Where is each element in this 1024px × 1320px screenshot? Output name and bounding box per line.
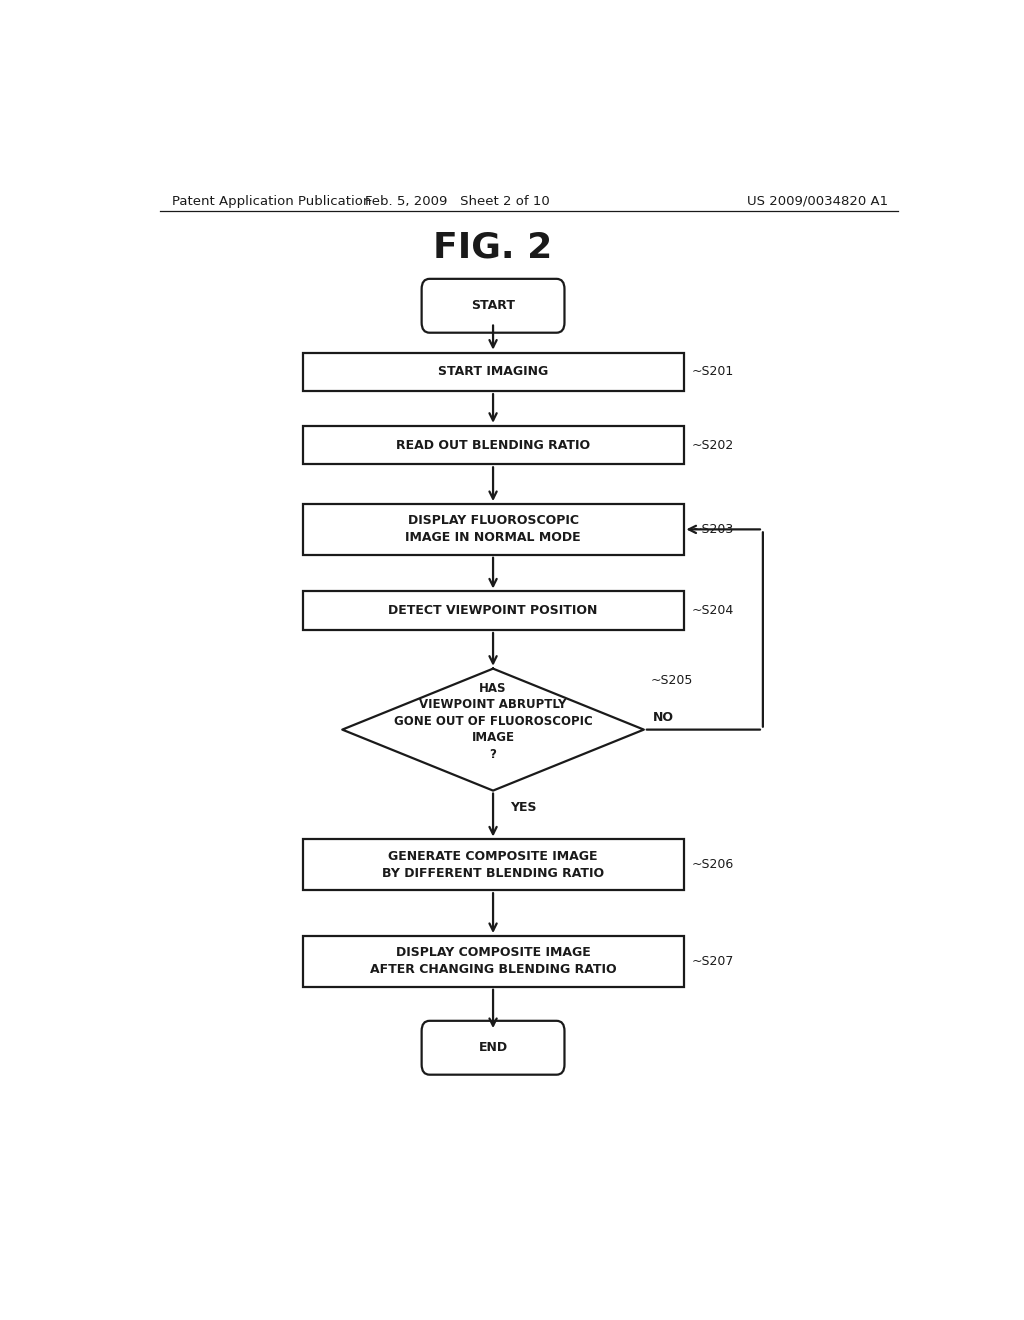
FancyBboxPatch shape (422, 279, 564, 333)
Text: ~S203: ~S203 (691, 523, 734, 536)
Text: GENERATE COMPOSITE IMAGE
BY DIFFERENT BLENDING RATIO: GENERATE COMPOSITE IMAGE BY DIFFERENT BL… (382, 850, 604, 880)
Text: ~S202: ~S202 (691, 438, 734, 451)
FancyBboxPatch shape (422, 1020, 564, 1074)
FancyBboxPatch shape (303, 936, 684, 987)
Text: START: START (471, 300, 515, 313)
FancyBboxPatch shape (303, 591, 684, 630)
Text: ~S205: ~S205 (650, 673, 692, 686)
FancyBboxPatch shape (303, 504, 684, 554)
Text: ~S201: ~S201 (691, 366, 734, 379)
Text: NO: NO (653, 710, 675, 723)
Text: ~S206: ~S206 (691, 858, 734, 871)
Polygon shape (342, 669, 644, 791)
Text: FIG. 2: FIG. 2 (433, 231, 553, 265)
Text: YES: YES (511, 801, 537, 813)
Text: Feb. 5, 2009   Sheet 2 of 10: Feb. 5, 2009 Sheet 2 of 10 (365, 194, 550, 207)
Text: END: END (478, 1041, 508, 1055)
Text: ~S207: ~S207 (691, 954, 734, 968)
FancyBboxPatch shape (303, 840, 684, 890)
FancyBboxPatch shape (303, 426, 684, 465)
Text: US 2009/0034820 A1: US 2009/0034820 A1 (748, 194, 888, 207)
Text: DISPLAY FLUOROSCOPIC
IMAGE IN NORMAL MODE: DISPLAY FLUOROSCOPIC IMAGE IN NORMAL MOD… (406, 515, 581, 544)
Text: DISPLAY COMPOSITE IMAGE
AFTER CHANGING BLENDING RATIO: DISPLAY COMPOSITE IMAGE AFTER CHANGING B… (370, 946, 616, 977)
Text: ~S204: ~S204 (691, 605, 734, 618)
FancyBboxPatch shape (303, 352, 684, 391)
Text: HAS
VIEWPOINT ABRUPTLY
GONE OUT OF FLUOROSCOPIC
IMAGE
?: HAS VIEWPOINT ABRUPTLY GONE OUT OF FLUOR… (393, 682, 593, 762)
Text: READ OUT BLENDING RATIO: READ OUT BLENDING RATIO (396, 438, 590, 451)
Text: DETECT VIEWPOINT POSITION: DETECT VIEWPOINT POSITION (388, 605, 598, 618)
Text: Patent Application Publication: Patent Application Publication (172, 194, 371, 207)
Text: START IMAGING: START IMAGING (438, 366, 548, 379)
